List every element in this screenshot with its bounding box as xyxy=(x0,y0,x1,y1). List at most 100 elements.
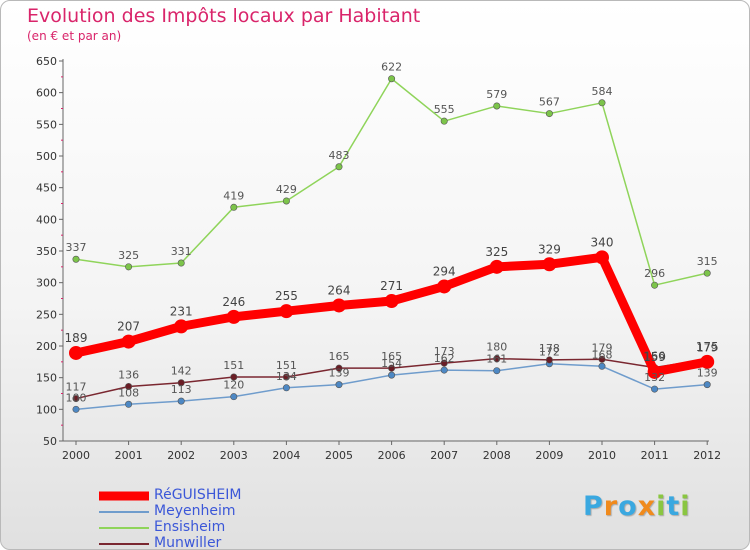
data-point-reguisheim[interactable] xyxy=(489,259,504,274)
data-point-meyenheim[interactable] xyxy=(72,405,80,413)
data-label-munwiller: 165 xyxy=(329,350,350,363)
data-point-meyenheim[interactable] xyxy=(230,393,238,401)
x-tick-label: 2005 xyxy=(325,449,353,462)
data-label-meyenheim: 132 xyxy=(644,371,665,384)
data-label-reguisheim: 159 xyxy=(643,350,666,364)
data-label-meyenheim: 139 xyxy=(697,367,718,380)
data-point-ensisheim[interactable] xyxy=(335,163,343,171)
data-point-reguisheim[interactable] xyxy=(279,304,294,319)
data-point-munwiller[interactable] xyxy=(388,364,396,372)
logo-letter: t xyxy=(666,491,681,522)
data-label-ensisheim: 419 xyxy=(223,189,244,202)
y-tick-label: 100 xyxy=(36,403,57,416)
data-point-reguisheim[interactable] xyxy=(226,309,241,324)
data-point-munwiller[interactable] xyxy=(335,364,343,372)
y-tick-label: 550 xyxy=(36,118,57,131)
x-tick-label: 2004 xyxy=(272,449,300,462)
data-label-ensisheim: 325 xyxy=(118,249,139,262)
data-point-ensisheim[interactable] xyxy=(177,259,185,267)
logo-letter: o xyxy=(618,491,638,522)
x-tick-label: 2000 xyxy=(62,449,90,462)
data-point-ensisheim[interactable] xyxy=(703,269,711,277)
data-point-meyenheim[interactable] xyxy=(388,371,396,379)
data-point-reguisheim[interactable] xyxy=(174,319,189,334)
data-label-reguisheim: 340 xyxy=(591,235,614,249)
data-point-munwiller[interactable] xyxy=(493,355,501,363)
proxiti-logo: Proxiti xyxy=(583,491,691,522)
legend-swatch-meyenheim xyxy=(99,511,149,513)
data-label-reguisheim: 325 xyxy=(485,245,508,259)
y-tick-label: 450 xyxy=(36,182,57,195)
data-label-meyenheim: 113 xyxy=(171,383,192,396)
data-point-meyenheim[interactable] xyxy=(335,381,343,389)
chart-subtitle: (en € et par an) xyxy=(27,29,122,43)
data-point-ensisheim[interactable] xyxy=(388,75,396,83)
data-point-ensisheim[interactable] xyxy=(598,99,606,107)
data-label-reguisheim: 294 xyxy=(433,264,456,278)
data-point-ensisheim[interactable] xyxy=(651,281,659,289)
data-point-meyenheim[interactable] xyxy=(598,362,606,370)
data-point-meyenheim[interactable] xyxy=(125,400,133,408)
data-point-reguisheim[interactable] xyxy=(121,334,136,349)
y-tick-label: 600 xyxy=(36,87,57,100)
data-label-munwiller: 179 xyxy=(697,341,718,354)
data-label-ensisheim: 337 xyxy=(66,241,87,254)
data-point-meyenheim[interactable] xyxy=(703,381,711,389)
legend-swatch-ensisheim xyxy=(99,527,149,529)
x-tick-label: 2012 xyxy=(693,449,721,462)
data-point-munwiller[interactable] xyxy=(125,383,133,391)
data-point-reguisheim[interactable] xyxy=(384,294,399,309)
x-tick-label: 2010 xyxy=(588,449,616,462)
data-point-meyenheim[interactable] xyxy=(493,367,501,375)
logo-letter: r xyxy=(603,491,619,522)
legend-label-meyenheim: Meyenheim xyxy=(154,503,236,519)
data-label-ensisheim: 429 xyxy=(276,183,297,196)
logo-letter: i xyxy=(680,491,691,522)
data-point-reguisheim[interactable] xyxy=(700,354,715,369)
y-tick-label: 250 xyxy=(36,308,57,321)
data-label-ensisheim: 331 xyxy=(171,245,192,258)
data-label-meyenheim: 172 xyxy=(539,346,560,359)
data-label-reguisheim: 207 xyxy=(117,320,140,334)
data-point-meyenheim[interactable] xyxy=(440,366,448,374)
data-point-munwiller[interactable] xyxy=(230,373,238,381)
data-point-ensisheim[interactable] xyxy=(545,110,553,118)
y-tick-label: 350 xyxy=(36,245,57,258)
x-tick-label: 2007 xyxy=(430,449,458,462)
data-label-munwiller: 166 xyxy=(644,350,665,363)
data-point-meyenheim[interactable] xyxy=(282,384,290,392)
logo-letter: x xyxy=(637,491,657,522)
data-point-meyenheim[interactable] xyxy=(177,397,185,405)
data-point-ensisheim[interactable] xyxy=(72,255,80,263)
data-label-meyenheim: 108 xyxy=(118,386,139,399)
data-point-ensisheim[interactable] xyxy=(230,203,238,211)
data-label-reguisheim: 329 xyxy=(538,242,561,256)
data-point-ensisheim[interactable] xyxy=(440,117,448,125)
data-point-munwiller[interactable] xyxy=(440,359,448,367)
logo-letter: i xyxy=(656,491,667,522)
data-point-ensisheim[interactable] xyxy=(125,263,133,271)
x-tick-label: 2006 xyxy=(378,449,406,462)
data-point-meyenheim[interactable] xyxy=(651,385,659,393)
data-point-munwiller[interactable] xyxy=(177,379,185,387)
data-point-munwiller[interactable] xyxy=(72,395,80,403)
y-tick-label: 500 xyxy=(36,150,57,163)
labels-layer: 337 325 331 419 429 483 622 555 579 567 584 296 315 1… xyxy=(65,61,719,405)
data-point-reguisheim[interactable] xyxy=(437,279,452,294)
data-point-reguisheim[interactable] xyxy=(332,298,346,313)
data-label-meyenheim: 162 xyxy=(434,352,455,365)
data-point-ensisheim[interactable] xyxy=(282,197,290,205)
data-label-meyenheim: 161 xyxy=(486,353,507,366)
data-label-munwiller: 179 xyxy=(592,341,613,354)
data-point-munwiller[interactable] xyxy=(282,373,290,381)
data-point-munwiller[interactable] xyxy=(545,356,553,364)
data-label-meyenheim: 139 xyxy=(329,367,350,380)
data-point-reguisheim[interactable] xyxy=(647,364,662,379)
data-label-reguisheim: 246 xyxy=(222,295,245,309)
data-point-reguisheim[interactable] xyxy=(69,345,83,360)
data-point-reguisheim[interactable] xyxy=(542,257,557,272)
data-point-reguisheim[interactable] xyxy=(595,250,609,265)
data-point-ensisheim[interactable] xyxy=(493,102,501,110)
data-point-munwiller[interactable] xyxy=(598,355,606,363)
